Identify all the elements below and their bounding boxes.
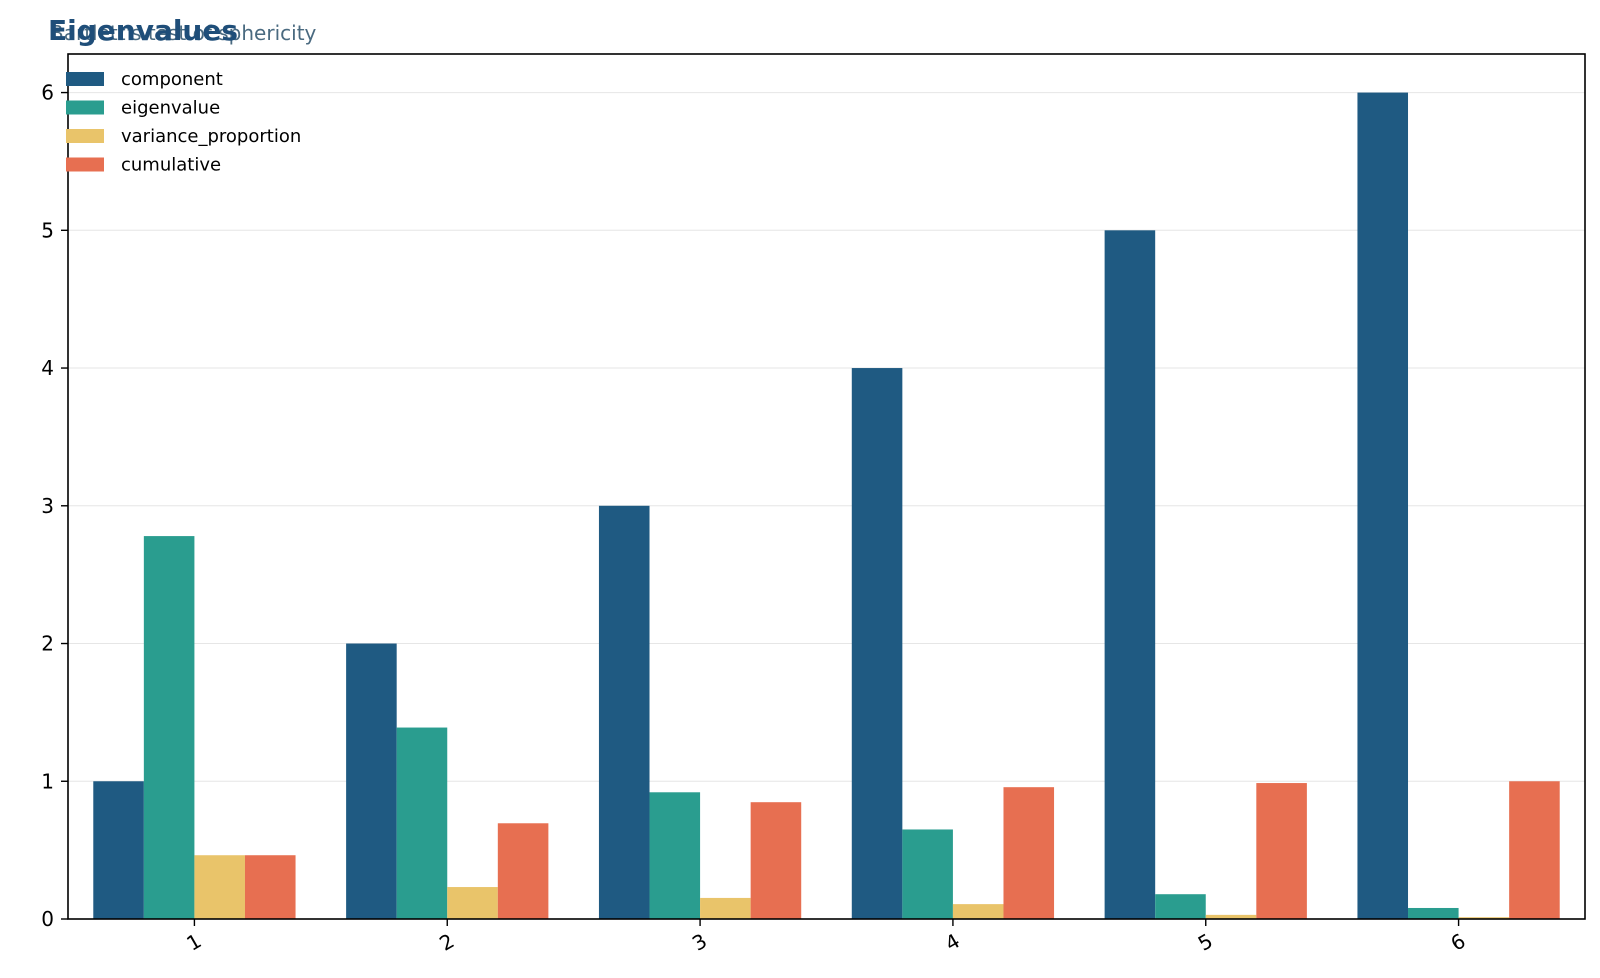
bar-eigenvalue-1 (143, 536, 195, 919)
bar-component-5 (1104, 230, 1156, 919)
bar-component-6 (1357, 92, 1409, 919)
legend-label-variance_proportion: variance_proportion (121, 126, 301, 147)
chart-title: Eigenvalues (48, 14, 238, 47)
legend-swatch-eigenvalue (66, 100, 104, 115)
bar-cumulative-2 (497, 823, 549, 919)
bar-component-3 (598, 505, 650, 919)
bar-variance_proportion-4 (952, 904, 1004, 919)
legend-label-cumulative: cumulative (121, 155, 221, 176)
y-tick-label: 0 (41, 907, 54, 931)
bar-eigenvalue-5 (1155, 894, 1206, 919)
legend-swatch-variance_proportion (66, 129, 104, 143)
bar-component-2 (346, 643, 397, 919)
legend-label-eigenvalue: eigenvalue (121, 98, 220, 119)
y-tick-label: 4 (41, 356, 54, 380)
y-tick-label: 5 (41, 218, 54, 242)
plot-frame (67, 53, 1586, 920)
chart-subtitle: Bartlett's test of sphericity (50, 21, 317, 45)
x-tick-label: 6 (1447, 929, 1470, 956)
x-axis: 1 2 3 4 5 6 (182, 919, 1470, 956)
bar-eigenvalue-6 (1408, 907, 1459, 919)
bar-variance_proportion-1 (194, 855, 245, 919)
bar-eigenvalue-3 (649, 792, 701, 919)
bar-variance_proportion-3 (700, 897, 751, 919)
bar-cumulative-1 (244, 855, 296, 919)
x-tick-label: 3 (688, 929, 711, 956)
y-tick-label: 1 (41, 769, 54, 793)
legend-swatch-cumulative (66, 157, 104, 172)
y-tick-label: 6 (41, 81, 54, 105)
bar-cumulative-4 (1003, 787, 1055, 919)
gridlines (68, 92, 1585, 782)
bar-variance_proportion-6 (1458, 917, 1510, 919)
bars (93, 92, 1560, 920)
bar-eigenvalue-2 (396, 727, 448, 919)
bar-cumulative-3 (750, 802, 802, 919)
y-tick-label: 3 (41, 494, 54, 518)
x-tick-label: 5 (1194, 929, 1217, 956)
bar-eigenvalue-4 (902, 829, 953, 919)
bar-variance_proportion-2 (447, 887, 498, 919)
bar-component-4 (851, 368, 903, 920)
bar-cumulative-6 (1509, 781, 1560, 919)
bar-component-1 (93, 781, 144, 919)
y-tick-label: 2 (41, 632, 54, 656)
legend: component eigenvalue variance_proportioncu… (66, 69, 301, 176)
x-tick-label: 1 (182, 929, 205, 956)
bar-variance_proportion-5 (1205, 914, 1257, 919)
legend-label-component: component (121, 69, 223, 90)
bar-cumulative-5 (1256, 783, 1307, 919)
legend-swatch-component (66, 72, 104, 86)
x-tick-label: 2 (435, 929, 458, 956)
x-tick-label: 4 (941, 929, 964, 956)
y-axis: 0 1 2 3 4 5 6 (41, 81, 68, 931)
